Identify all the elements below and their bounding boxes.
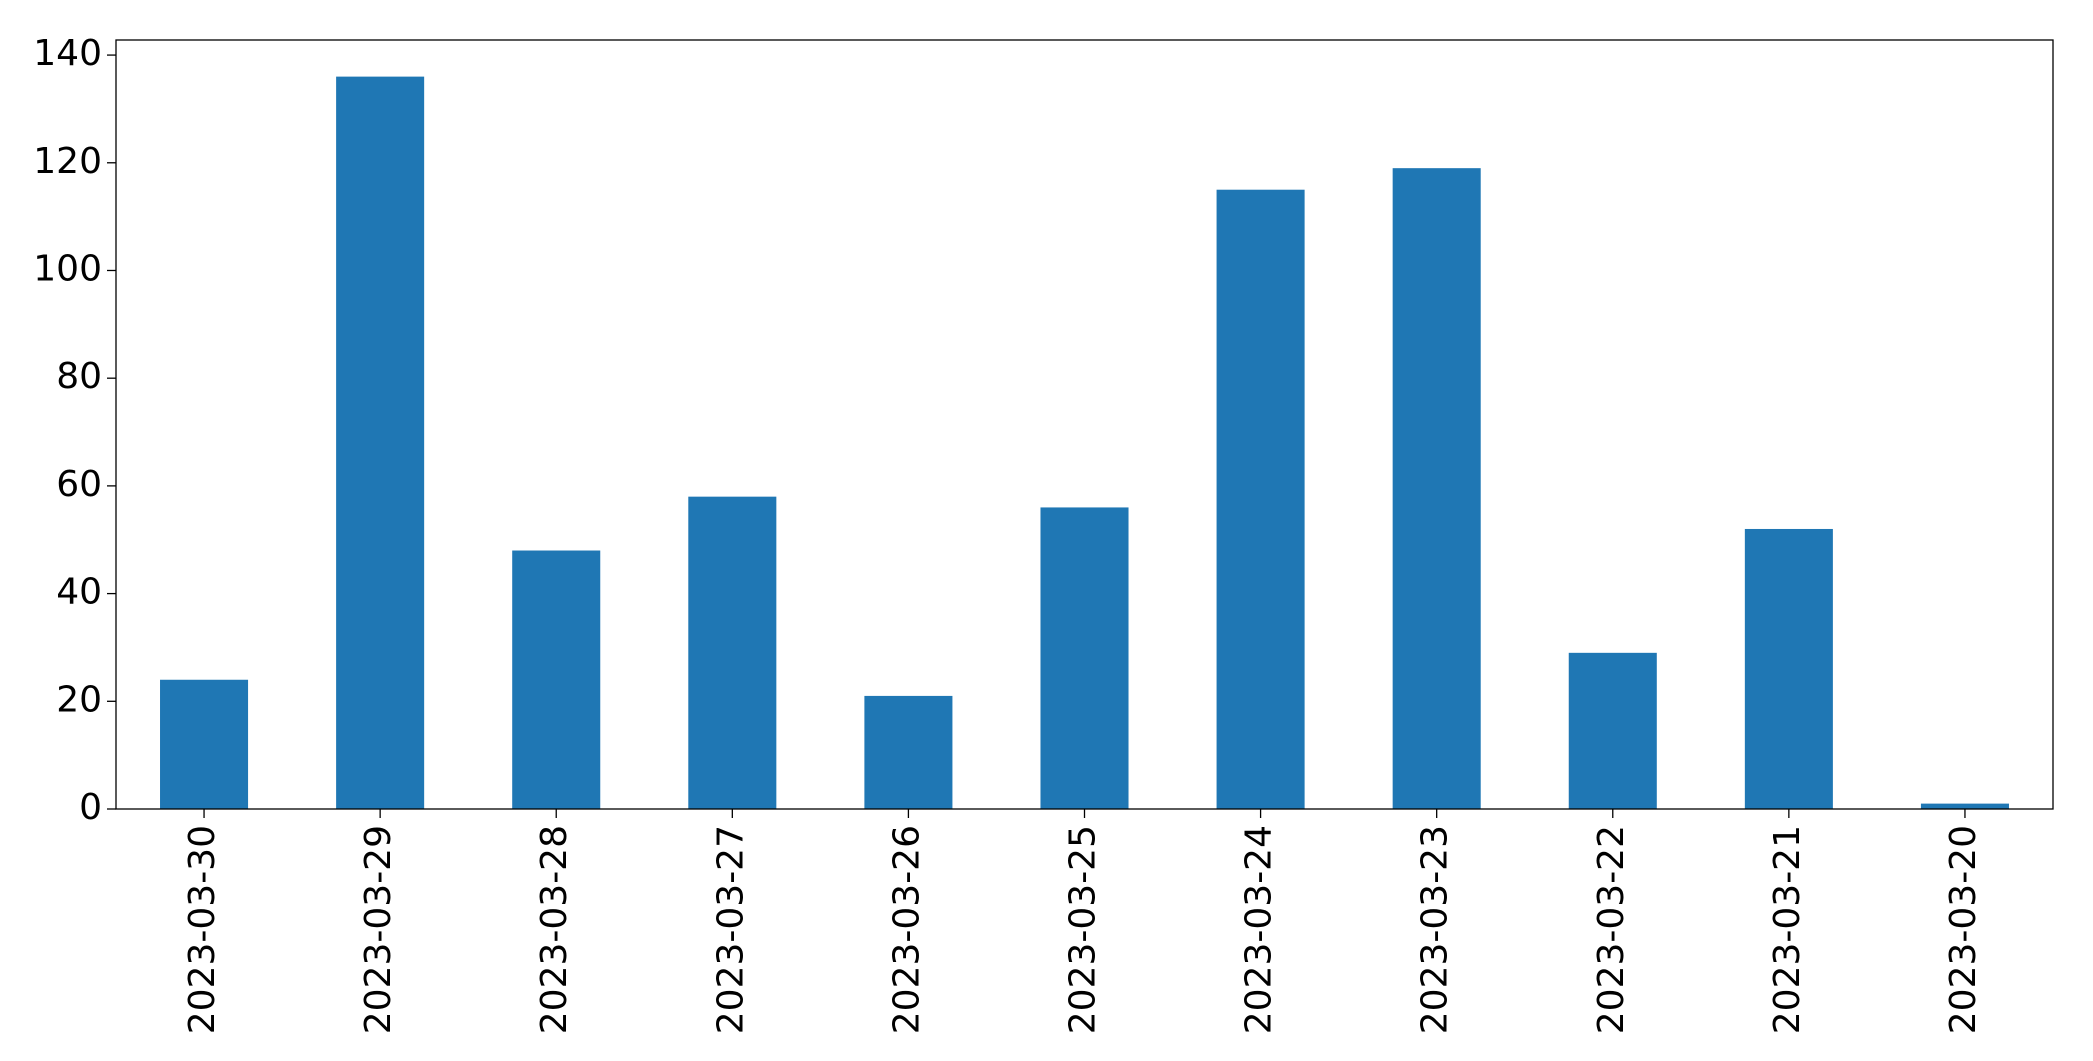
y-tick-label: 120 <box>33 141 102 182</box>
bar <box>1920 803 2009 809</box>
x-tick-label: 2023-03-25 <box>1063 825 1104 1034</box>
plot-frame <box>115 39 2054 810</box>
x-tick-label: 2023-03-30 <box>182 825 223 1034</box>
y-tick-label: 20 <box>56 679 102 720</box>
bar <box>688 496 777 809</box>
x-tick-label: 2023-03-23 <box>1415 825 1456 1034</box>
bar <box>1392 168 1481 809</box>
bar <box>864 695 953 809</box>
bar <box>1568 652 1657 809</box>
y-tick-label: 0 <box>79 787 102 828</box>
bar <box>512 550 601 809</box>
bar <box>160 679 249 809</box>
x-tick-label: 2023-03-21 <box>1767 825 1808 1034</box>
x-tick-label: 2023-03-28 <box>534 825 575 1034</box>
y-tick-label: 140 <box>33 33 102 74</box>
bar <box>1216 189 1305 809</box>
x-tick-label: 2023-03-29 <box>358 825 399 1034</box>
x-tick-label: 2023-03-27 <box>710 825 751 1034</box>
x-tick-label: 2023-03-24 <box>1239 825 1280 1034</box>
y-tick-label: 60 <box>56 464 102 505</box>
x-tick-label: 2023-03-20 <box>1943 825 1984 1034</box>
bar <box>1040 507 1129 809</box>
y-tick-label: 80 <box>56 356 102 397</box>
x-tick-label: 2023-03-26 <box>886 825 927 1034</box>
bar <box>1744 528 1833 809</box>
y-tick-label: 40 <box>56 572 102 613</box>
x-tick-label: 2023-03-22 <box>1591 825 1632 1034</box>
y-tick-label: 100 <box>33 248 102 289</box>
bar <box>336 76 425 810</box>
